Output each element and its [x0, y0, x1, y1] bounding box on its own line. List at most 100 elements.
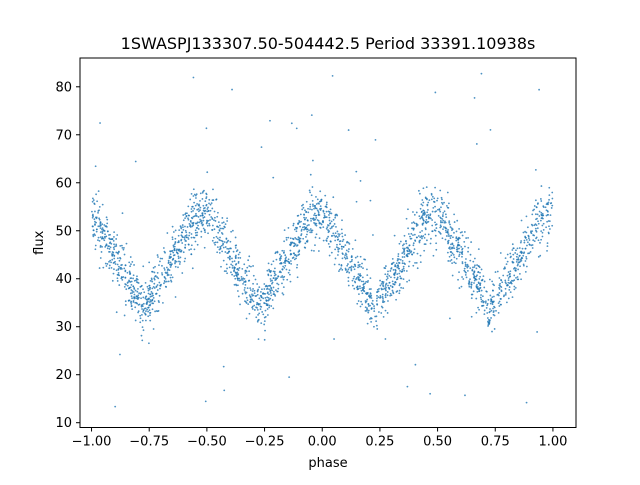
data-point [295, 245, 298, 247]
data-point [237, 253, 240, 256]
data-point [495, 309, 497, 312]
data-point [195, 197, 197, 199]
y-tick-label: 60 [55, 176, 72, 191]
data-point [446, 191, 449, 194]
data-point [513, 285, 516, 288]
data-point [113, 231, 116, 233]
data-point [470, 293, 473, 296]
data-point [340, 245, 343, 248]
data-point [522, 231, 525, 234]
data-point [117, 267, 120, 270]
data-point [293, 244, 296, 247]
x-tick-label: 0.00 [308, 435, 337, 450]
data-point [165, 280, 168, 283]
data-point [280, 255, 283, 257]
data-point [480, 72, 483, 75]
data-point [98, 205, 101, 208]
data-point [93, 218, 96, 221]
data-point [411, 227, 413, 230]
data-point [377, 296, 380, 298]
data-point [384, 309, 387, 312]
data-point [130, 300, 133, 303]
data-point [173, 243, 176, 246]
data-point [376, 303, 379, 306]
data-point [334, 239, 337, 242]
data-point [297, 214, 300, 217]
data-point [221, 222, 224, 224]
data-point [314, 204, 317, 207]
data-point [146, 308, 149, 311]
data-point [216, 215, 219, 218]
data-point [539, 219, 542, 222]
data-point [191, 225, 194, 228]
data-point [422, 222, 425, 225]
data-point [378, 311, 380, 313]
data-point [409, 251, 412, 254]
data-point [450, 254, 453, 257]
data-point [413, 213, 416, 216]
x-tick-label: 0.25 [365, 435, 394, 450]
data-point [479, 296, 482, 299]
data-point [263, 338, 266, 341]
data-point [233, 283, 236, 286]
data-point [396, 258, 399, 260]
data-point [211, 239, 214, 242]
data-point [105, 244, 108, 247]
data-point [244, 291, 247, 293]
data-point [525, 265, 528, 268]
data-point [443, 210, 446, 213]
data-point [376, 297, 378, 300]
data-point [431, 224, 434, 227]
data-point [260, 146, 263, 149]
data-point [478, 308, 480, 311]
data-point [147, 300, 149, 303]
data-point [314, 236, 317, 239]
data-point [523, 241, 526, 244]
data-point [222, 221, 225, 224]
data-point [121, 267, 123, 270]
data-point [437, 214, 440, 217]
data-point [257, 302, 260, 305]
data-point [315, 203, 318, 205]
data-point [533, 208, 535, 211]
data-point [393, 234, 396, 237]
data-point [94, 224, 96, 226]
data-point [457, 241, 460, 244]
data-point [392, 269, 395, 271]
data-point [205, 222, 208, 225]
data-point [99, 221, 102, 224]
data-point [407, 265, 410, 268]
data-point [285, 236, 288, 239]
data-point [216, 246, 219, 249]
data-point [511, 296, 514, 299]
data-point [106, 230, 109, 233]
data-point [404, 263, 406, 265]
data-point [384, 285, 387, 287]
data-point [216, 225, 219, 228]
data-point [344, 257, 347, 260]
data-point [359, 180, 362, 182]
data-point [540, 214, 543, 217]
data-point [489, 294, 492, 297]
data-point [384, 294, 387, 297]
data-point [308, 224, 310, 226]
data-point [505, 263, 508, 265]
data-point [142, 288, 144, 291]
data-point [487, 320, 489, 323]
data-point [98, 217, 100, 220]
data-point [163, 276, 166, 278]
data-point [414, 363, 417, 366]
data-point [462, 278, 465, 280]
data-point [537, 222, 540, 225]
data-point [168, 255, 171, 258]
data-point [91, 200, 94, 203]
data-point [148, 284, 151, 287]
data-point [207, 210, 210, 212]
data-point [192, 188, 195, 191]
data-point [503, 267, 505, 270]
data-point [547, 232, 550, 235]
data-point [147, 315, 150, 318]
data-point [152, 297, 155, 299]
data-point [281, 249, 284, 252]
